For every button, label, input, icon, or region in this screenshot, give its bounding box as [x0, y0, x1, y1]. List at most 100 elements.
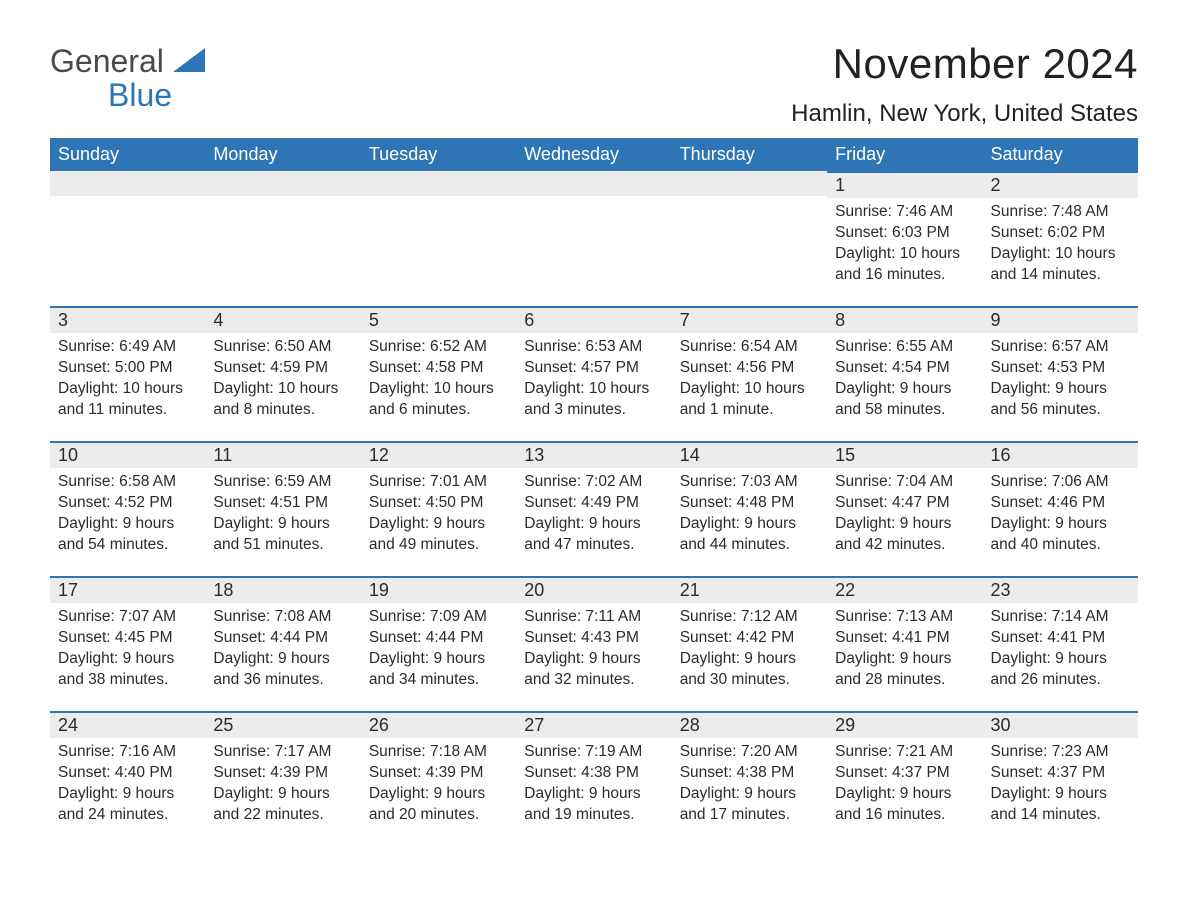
calendar-cell: 15Sunrise: 7:04 AMSunset: 4:47 PMDayligh…	[827, 441, 982, 576]
sunset-line: Sunset: 4:42 PM	[680, 628, 819, 649]
day-wrap: 24Sunrise: 7:16 AMSunset: 4:40 PMDayligh…	[50, 711, 205, 834]
sunrise-line: Sunrise: 6:55 AM	[835, 337, 974, 358]
sunrise-line: Sunrise: 7:06 AM	[991, 472, 1130, 493]
day-wrap: 30Sunrise: 7:23 AMSunset: 4:37 PMDayligh…	[983, 711, 1138, 834]
day-body: Sunrise: 7:19 AMSunset: 4:38 PMDaylight:…	[516, 738, 671, 834]
day-number: 10	[50, 443, 205, 468]
day-wrap: 11Sunrise: 6:59 AMSunset: 4:51 PMDayligh…	[205, 441, 360, 564]
day-number-empty	[361, 171, 516, 196]
daylight-line: Daylight: 10 hours and 1 minute.	[680, 379, 819, 421]
sunset-line: Sunset: 4:47 PM	[835, 493, 974, 514]
calendar-week: 10Sunrise: 6:58 AMSunset: 4:52 PMDayligh…	[50, 441, 1138, 576]
day-number: 18	[205, 578, 360, 603]
calendar-table: SundayMondayTuesdayWednesdayThursdayFrid…	[50, 138, 1138, 846]
daylight-line: Daylight: 9 hours and 51 minutes.	[213, 514, 352, 556]
day-body: Sunrise: 7:13 AMSunset: 4:41 PMDaylight:…	[827, 603, 982, 699]
sunset-line: Sunset: 4:40 PM	[58, 763, 197, 784]
sunset-line: Sunset: 4:41 PM	[991, 628, 1130, 649]
daylight-line: Daylight: 9 hours and 24 minutes.	[58, 784, 197, 826]
daylight-line: Daylight: 9 hours and 36 minutes.	[213, 649, 352, 691]
calendar-cell	[516, 171, 671, 306]
calendar-cell: 30Sunrise: 7:23 AMSunset: 4:37 PMDayligh…	[983, 711, 1138, 846]
daylight-line: Daylight: 9 hours and 56 minutes.	[991, 379, 1130, 421]
day-body: Sunrise: 7:16 AMSunset: 4:40 PMDaylight:…	[50, 738, 205, 834]
day-number: 4	[205, 308, 360, 333]
day-body: Sunrise: 6:54 AMSunset: 4:56 PMDaylight:…	[672, 333, 827, 429]
day-number-empty	[50, 171, 205, 196]
calendar-cell: 3Sunrise: 6:49 AMSunset: 5:00 PMDaylight…	[50, 306, 205, 441]
calendar-cell: 5Sunrise: 6:52 AMSunset: 4:58 PMDaylight…	[361, 306, 516, 441]
day-number: 7	[672, 308, 827, 333]
brand-word1: General	[50, 43, 164, 79]
calendar-week: 1 Sunrise: 7:46 AMSunset: 6:03 PM Daylight…	[50, 171, 1138, 306]
calendar-cell	[672, 171, 827, 306]
sunrise-line: Sunrise: 7:23 AM	[991, 742, 1130, 763]
day-number-empty	[516, 171, 671, 196]
sunset-line: Sunset: 4:49 PM	[524, 493, 663, 514]
sunrise-line: Sunrise: 7:08 AM	[213, 607, 352, 628]
sunrise-line: Sunrise: 7:21 AM	[835, 742, 974, 763]
calendar-cell: 18Sunrise: 7:08 AMSunset: 4:44 PMDayligh…	[205, 576, 360, 711]
sunset-line: Sunset: 6:03 PM	[835, 223, 974, 244]
calendar-cell: 10Sunrise: 6:58 AMSunset: 4:52 PMDayligh…	[50, 441, 205, 576]
daylight-line: Daylight: 9 hours and 19 minutes.	[524, 784, 663, 826]
daylight-line: Daylight: 9 hours and 40 minutes.	[991, 514, 1130, 556]
sunset-line: Sunset: 4:51 PM	[213, 493, 352, 514]
day-wrap: 28Sunrise: 7:20 AMSunset: 4:38 PMDayligh…	[672, 711, 827, 834]
day-body: Sunrise: 7:17 AMSunset: 4:39 PMDaylight:…	[205, 738, 360, 834]
day-wrap: 29Sunrise: 7:21 AMSunset: 4:37 PMDayligh…	[827, 711, 982, 834]
sunrise-line: Sunrise: 7:14 AM	[991, 607, 1130, 628]
weekday-header: Thursday	[672, 138, 827, 171]
day-number: 13	[516, 443, 671, 468]
calendar-cell: 16Sunrise: 7:06 AMSunset: 4:46 PMDayligh…	[983, 441, 1138, 576]
sunrise-line: Sunrise: 7:46 AM	[835, 202, 974, 223]
day-wrap: 18Sunrise: 7:08 AMSunset: 4:44 PMDayligh…	[205, 576, 360, 699]
day-number: 9	[983, 308, 1138, 333]
day-number: 8	[827, 308, 982, 333]
calendar-cell	[205, 171, 360, 306]
day-number: 14	[672, 443, 827, 468]
day-body: Sunrise: 7:04 AMSunset: 4:47 PMDaylight:…	[827, 468, 982, 564]
day-body: Sunrise: 6:55 AMSunset: 4:54 PMDaylight:…	[827, 333, 982, 429]
day-number: 16	[983, 443, 1138, 468]
daylight-line: Daylight: 9 hours and 32 minutes.	[524, 649, 663, 691]
daylight-line: Daylight: 10 hours and 8 minutes.	[213, 379, 352, 421]
calendar-cell: 22Sunrise: 7:13 AMSunset: 4:41 PMDayligh…	[827, 576, 982, 711]
day-body: Sunrise: 7:12 AMSunset: 4:42 PMDaylight:…	[672, 603, 827, 699]
day-body: Sunrise: 7:06 AMSunset: 4:46 PMDaylight:…	[983, 468, 1138, 564]
weekday-header: Saturday	[983, 138, 1138, 171]
calendar-head: SundayMondayTuesdayWednesdayThursdayFrid…	[50, 138, 1138, 171]
daylight-line: Daylight: 9 hours and 14 minutes.	[991, 784, 1130, 826]
day-body: Sunrise: 7:48 AMSunset: 6:02 PMDaylight:…	[983, 198, 1138, 294]
day-wrap: 3Sunrise: 6:49 AMSunset: 5:00 PMDaylight…	[50, 306, 205, 429]
daylight-line: Daylight: 10 hours and 14 minutes.	[991, 244, 1130, 286]
calendar-cell: 9Sunrise: 6:57 AMSunset: 4:53 PMDaylight…	[983, 306, 1138, 441]
daylight-line: Daylight: 9 hours and 30 minutes.	[680, 649, 819, 691]
weekday-header: Sunday	[50, 138, 205, 171]
day-number: 27	[516, 713, 671, 738]
calendar-cell: 24Sunrise: 7:16 AMSunset: 4:40 PMDayligh…	[50, 711, 205, 846]
daylight-line: Daylight: 9 hours and 20 minutes.	[369, 784, 508, 826]
sunrise-line: Sunrise: 7:09 AM	[369, 607, 508, 628]
calendar-cell: 2Sunrise: 7:48 AMSunset: 6:02 PMDaylight…	[983, 171, 1138, 306]
day-wrap: 2Sunrise: 7:48 AMSunset: 6:02 PMDaylight…	[983, 171, 1138, 294]
sunset-line: Sunset: 4:45 PM	[58, 628, 197, 649]
day-body: Sunrise: 6:52 AMSunset: 4:58 PMDaylight:…	[361, 333, 516, 429]
calendar-cell: 11Sunrise: 6:59 AMSunset: 4:51 PMDayligh…	[205, 441, 360, 576]
day-wrap: 21Sunrise: 7:12 AMSunset: 4:42 PMDayligh…	[672, 576, 827, 699]
day-body: Sunrise: 7:01 AMSunset: 4:50 PMDaylight:…	[361, 468, 516, 564]
calendar-body: 1 Sunrise: 7:46 AMSunset: 6:03 PM Daylight…	[50, 171, 1138, 846]
sunset-line: Sunset: 4:39 PM	[213, 763, 352, 784]
day-number: 12	[361, 443, 516, 468]
calendar-cell: 26Sunrise: 7:18 AMSunset: 4:39 PMDayligh…	[361, 711, 516, 846]
day-body: Sunrise: 6:49 AMSunset: 5:00 PMDaylight:…	[50, 333, 205, 429]
sunset-line: Sunset: 4:54 PM	[835, 358, 974, 379]
calendar-cell: 28Sunrise: 7:20 AMSunset: 4:38 PMDayligh…	[672, 711, 827, 846]
day-body: Sunrise: 6:50 AMSunset: 4:59 PMDaylight:…	[205, 333, 360, 429]
day-number: 1	[827, 173, 982, 198]
day-body: Sunrise: 7:20 AMSunset: 4:38 PMDaylight:…	[672, 738, 827, 834]
daylight-line: Daylight: 9 hours and 22 minutes.	[213, 784, 352, 826]
day-body: Sunrise: 7:09 AMSunset: 4:44 PMDaylight:…	[361, 603, 516, 699]
day-number: 23	[983, 578, 1138, 603]
sunrise-line: Sunrise: 6:52 AM	[369, 337, 508, 358]
